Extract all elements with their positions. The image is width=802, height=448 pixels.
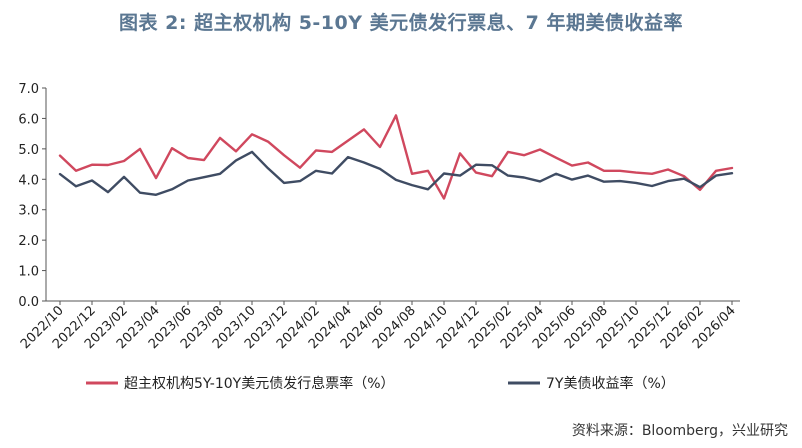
legend-label-2: 7Y美债收益率（%） [546,375,675,392]
series-line-1 [58,114,734,200]
legend-label-1: 超主权机构5Y-10Y美元债发行息票率（%） [124,375,395,392]
y-tick-label: 1.0 [18,265,39,280]
y-tick-label: 6.0 [18,112,39,127]
y-tick-label: 2.0 [18,234,39,249]
source-note: 资料来源：Bloomberg，兴业研究 [571,423,788,439]
y-tick-label: 3.0 [18,204,39,219]
y-tick-label: 4.0 [18,173,39,188]
y-tick-label: 5.0 [18,143,39,158]
chart-title: 图表 2: 超主权机构 5-10Y 美元债发行票息、7 年期美债收益率 [119,12,683,34]
y-tick-label: 7.0 [18,82,39,97]
series-line-2 [58,150,734,197]
y-tick-label: 0.0 [18,295,39,310]
